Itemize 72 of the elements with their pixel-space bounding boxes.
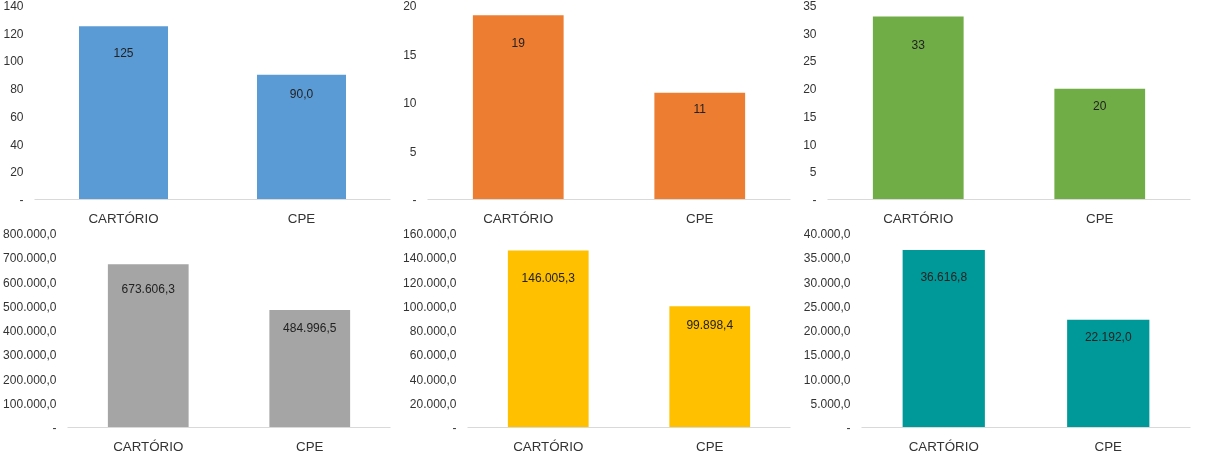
y-tick-label: 60.000,0 <box>409 348 457 363</box>
y-tick-label: 10 <box>803 137 817 152</box>
y-tick-label: 40.000,0 <box>409 372 457 387</box>
y-tick-label: 120 <box>3 26 24 41</box>
data-label: 11 <box>693 102 707 117</box>
y-tick-label: 100 <box>3 54 24 69</box>
y-tick-label: 20.000,0 <box>803 324 851 338</box>
y-tick-label: 35.000,0 <box>803 251 851 266</box>
y-tick-label: 100.000,0 <box>3 396 57 411</box>
x-tick-label: CPE <box>1086 210 1114 226</box>
y-tick-label: - <box>52 421 57 435</box>
y-tick-label: 40 <box>10 137 24 152</box>
y-tick-label: 700.000,0 <box>3 251 57 266</box>
y-tick-label: 15 <box>803 109 817 124</box>
x-tick-label: CARTÓRIO <box>908 438 979 454</box>
y-tick-label: - <box>812 193 817 207</box>
y-tick-label: - <box>452 421 457 435</box>
y-tick-label: 800.000,0 <box>3 227 57 241</box>
y-tick-label: 10.000,0 <box>803 372 851 387</box>
x-tick-label: CARTÓRIO <box>513 438 584 454</box>
y-tick-label: 20 <box>803 82 817 97</box>
y-tick-label: 30.000,0 <box>803 275 851 290</box>
y-tick-label: 5 <box>809 165 817 180</box>
x-tick-label: CPE <box>287 210 316 226</box>
y-tick-label: 25 <box>803 54 817 69</box>
y-tick-label: 400.000,0 <box>3 324 57 338</box>
y-tick-label: - <box>19 193 24 207</box>
y-tick-label: 10 <box>403 96 417 110</box>
x-tick-label: CARTÓRIO <box>483 210 554 226</box>
data-label: 90,0 <box>289 86 314 101</box>
data-label: 20 <box>1093 98 1107 113</box>
y-tick-label: 140.000,0 <box>403 251 457 266</box>
x-tick-label: CPE <box>1094 438 1123 454</box>
y-tick-label: 60 <box>10 109 24 124</box>
data-label: 146.005,3 <box>521 270 576 285</box>
y-tick-label: 20.000,0 <box>409 396 457 411</box>
y-tick-label: 160.000,0 <box>403 227 457 241</box>
y-tick-label: - <box>846 421 851 435</box>
y-tick-label: 200.000,0 <box>3 372 57 387</box>
y-tick-label: 35 <box>803 0 817 13</box>
y-tick-label: 100.000,0 <box>403 299 457 314</box>
x-tick-label: CARTÓRIO <box>113 438 184 454</box>
y-tick-label: 600.000,0 <box>3 275 57 290</box>
y-tick-label: 80.000,0 <box>409 324 457 338</box>
data-label: 36.616,8 <box>920 270 968 285</box>
y-tick-label: 80 <box>10 82 24 97</box>
y-tick-label: - <box>412 193 417 207</box>
y-tick-label: 500.000,0 <box>3 299 57 314</box>
data-label: 99.898,4 <box>686 318 734 333</box>
data-label: 22.192,0 <box>1084 329 1132 344</box>
y-tick-label: 20 <box>10 165 24 180</box>
y-tick-label: 5 <box>409 144 417 159</box>
data-label: 33 <box>911 37 926 52</box>
y-tick-label: 140 <box>3 0 24 13</box>
x-tick-label: CARTÓRIO <box>883 210 954 226</box>
data-label: 673.606,3 <box>121 282 176 297</box>
data-label: 19 <box>511 36 526 51</box>
data-label: 484.996,5 <box>283 321 337 336</box>
y-tick-label: 120.000,0 <box>403 275 457 290</box>
y-tick-label: 40.000,0 <box>803 227 851 241</box>
y-tick-label: 25.000,0 <box>803 299 851 314</box>
data-label: 125 <box>113 45 134 60</box>
y-tick-label: 300.000,0 <box>3 348 57 363</box>
x-tick-label: CPE <box>296 438 324 454</box>
x-tick-label: CPE <box>696 438 724 454</box>
y-tick-label: 30 <box>803 26 817 41</box>
x-tick-label: CARTÓRIO <box>88 210 159 226</box>
y-tick-label: 15 <box>403 47 417 62</box>
y-tick-label: 20 <box>403 0 417 13</box>
y-tick-label: 15.000,0 <box>803 348 851 363</box>
y-tick-label: 5.000,0 <box>810 396 851 411</box>
x-tick-label: CPE <box>686 210 714 226</box>
